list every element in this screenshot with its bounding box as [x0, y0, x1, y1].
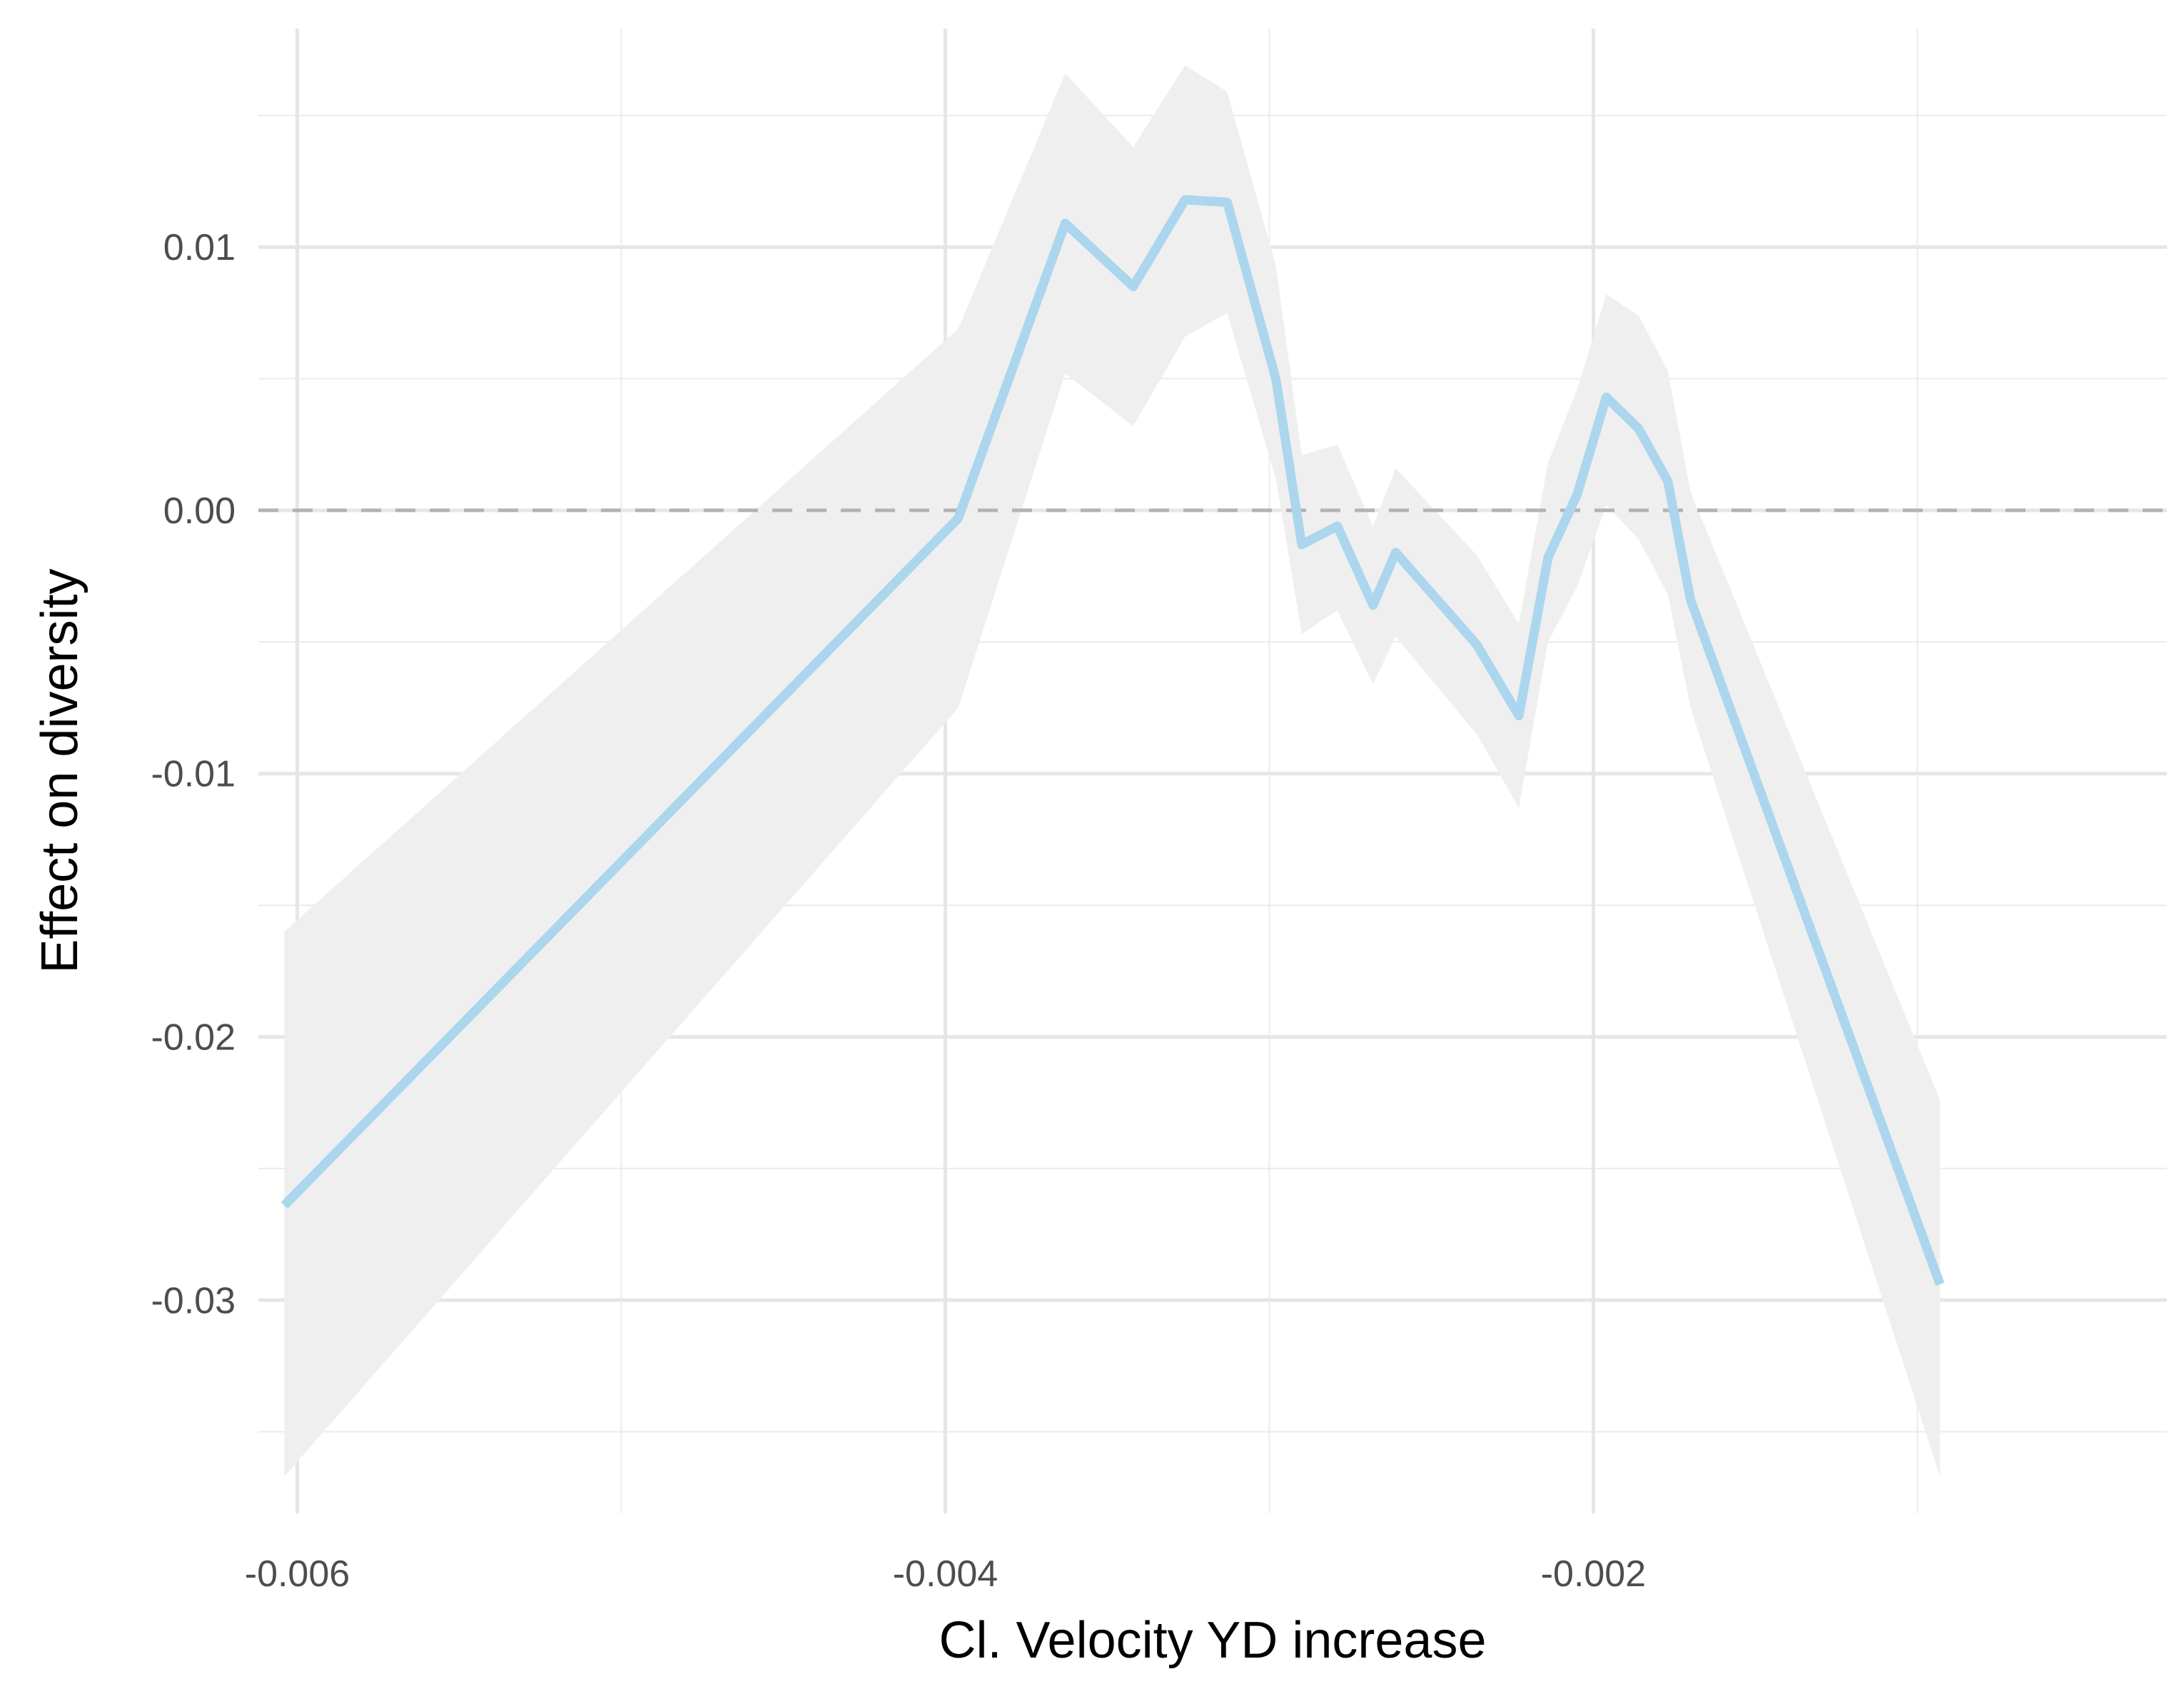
y-tick-label: -0.03 — [151, 1280, 236, 1321]
y-tick-label: 0.00 — [163, 490, 236, 532]
x-axis-title: Cl. Velocity YD increase — [939, 1612, 1486, 1669]
x-tick-label: -0.006 — [245, 1553, 350, 1595]
series-line — [280, 195, 1945, 1286]
confidence-band-layer — [284, 65, 1941, 1477]
tick-label-layer: -0.006 -0.004 -0.002 0.01 0.00 -0.01 -0.02 -0.0… — [151, 227, 1646, 1595]
x-tick-label: -0.002 — [1541, 1553, 1646, 1595]
confidence-band — [284, 65, 1941, 1477]
y-tick-label: 0.01 — [163, 227, 236, 268]
y-axis-title: Effect on diversity — [31, 569, 89, 974]
y-tick-label: -0.01 — [151, 754, 236, 795]
y-tick-label: -0.02 — [151, 1017, 236, 1058]
x-tick-label: -0.004 — [893, 1553, 998, 1595]
series-line-layer — [280, 195, 1945, 1286]
